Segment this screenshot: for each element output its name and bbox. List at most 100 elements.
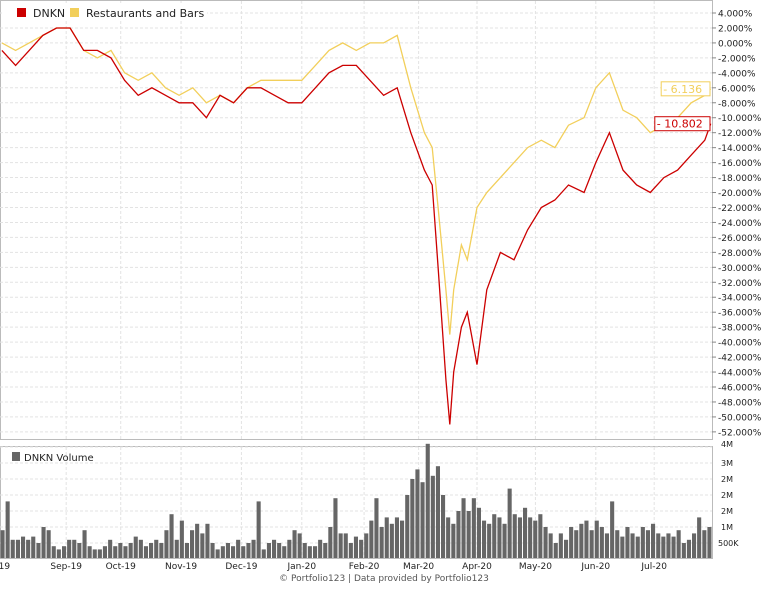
x-tick-label: Jun-20 [580, 562, 610, 572]
y-tick-label: -10.000% [718, 114, 762, 124]
volume-bar [87, 546, 92, 558]
volume-bar [51, 546, 56, 558]
last-value-labels: - 6.136 - 10.802 [654, 81, 711, 132]
volume-bar [446, 517, 451, 558]
x-tick-label: May-20 [519, 562, 552, 572]
volume-bar [251, 539, 256, 558]
volume-bar [656, 533, 661, 558]
volume-bar [620, 536, 625, 558]
volume-bar [149, 543, 154, 558]
volume-bar [707, 527, 712, 558]
volume-bar [179, 520, 184, 558]
price-grid [0, 1, 712, 439]
volume-bar [435, 466, 440, 558]
volume-bar [640, 527, 645, 558]
volume-bar [266, 543, 271, 558]
volume-bar [307, 546, 312, 558]
x-tick-label: Apr-20 [462, 562, 492, 572]
volume-bar [0, 530, 5, 558]
y-tick-label: -50.000% [718, 413, 762, 423]
y-tick-label: 0.000% [718, 39, 753, 49]
volume-bar [36, 543, 41, 558]
y-tick-label: -44.000% [718, 369, 762, 379]
volume-bar [256, 501, 261, 558]
volume-bar [441, 495, 446, 558]
volume-bar [169, 514, 174, 558]
volume-bar [415, 469, 420, 558]
legend-swatch-restaurants [70, 8, 79, 17]
volume-bar [394, 517, 399, 558]
volume-bar [205, 523, 210, 558]
x-tick-label: Jul-20 [640, 562, 667, 572]
chart: 4.000%2.000%0.000%-2.000%-4.000%-6.000%-… [0, 0, 762, 572]
y-tick-label: 4.000% [718, 10, 753, 20]
volume-bar [625, 527, 630, 558]
volume-bar [512, 514, 517, 558]
volume-bar [389, 523, 394, 558]
volume-bar [26, 539, 31, 558]
volume-bar [210, 543, 215, 558]
volume-bar [359, 539, 364, 558]
price-panel [0, 0, 713, 440]
volume-bar [164, 530, 169, 558]
last-value-box [654, 116, 711, 132]
volume-bar [671, 536, 676, 558]
volume-bar [5, 501, 10, 558]
volume-bar [379, 527, 384, 558]
y-tick-label: -30.000% [718, 264, 762, 274]
y-tick-label: -46.000% [718, 384, 762, 394]
volume-bar [67, 539, 72, 558]
y-tick-label: -12.000% [718, 129, 762, 139]
volume-bar [220, 546, 225, 558]
legend-label-dnkn[interactable]: DNKN [33, 7, 65, 20]
legend-label-volume[interactable]: DNKN Volume [24, 453, 94, 464]
volume-bar [523, 507, 528, 558]
volume-bar [97, 549, 102, 558]
volume-bar [630, 533, 635, 558]
volume-bar [62, 546, 67, 558]
volume-bar [451, 523, 456, 558]
volume-bar [102, 546, 107, 558]
volume-bar [420, 482, 425, 558]
volume-bar [21, 536, 26, 558]
legend-swatch-dnkn [17, 8, 26, 17]
volume-bar [487, 523, 492, 558]
x-tick-label: Dec-19 [225, 562, 257, 572]
y-tick-label: -16.000% [718, 159, 762, 169]
volume-bar [348, 543, 353, 558]
volume-tick-label: 4M [721, 440, 733, 449]
volume-bar [528, 517, 533, 558]
volume-bar [333, 498, 338, 558]
volume-bar [384, 517, 389, 558]
volume-bar [692, 533, 697, 558]
x-tick-label: Jan-20 [286, 562, 316, 572]
volume-bar [697, 517, 702, 558]
y-tick-label: -32.000% [718, 279, 762, 289]
volume-legend: DNKN Volume [12, 452, 94, 464]
volume-bar [517, 517, 522, 558]
volume-bar [297, 533, 302, 558]
volume-bar [246, 543, 251, 558]
volume-bar [72, 539, 77, 558]
volume-bar [113, 546, 118, 558]
volume-bar [159, 543, 164, 558]
volume-bar [574, 530, 579, 558]
volume-bar [635, 536, 640, 558]
volume-bar [318, 539, 323, 558]
volume-bar [584, 520, 589, 558]
volume-bar [338, 533, 343, 558]
legend-label-restaurants[interactable]: Restaurants and Bars [86, 7, 204, 20]
series-line-restaurants [1, 27, 712, 335]
x-tick-label: Oct-19 [106, 562, 137, 572]
x-tick-label: Mar-20 [403, 562, 434, 572]
volume-bar [558, 533, 563, 558]
volume-bar [128, 543, 133, 558]
volume-bar [56, 549, 61, 558]
y-tick-label: -8.000% [718, 99, 756, 109]
legend-swatch-volume [12, 452, 20, 461]
x-tick-label: Aug-19 [0, 562, 10, 572]
volume-bar [82, 530, 87, 558]
volume-bar [77, 543, 82, 558]
volume-bar [543, 527, 548, 558]
volume-bar [482, 520, 487, 558]
